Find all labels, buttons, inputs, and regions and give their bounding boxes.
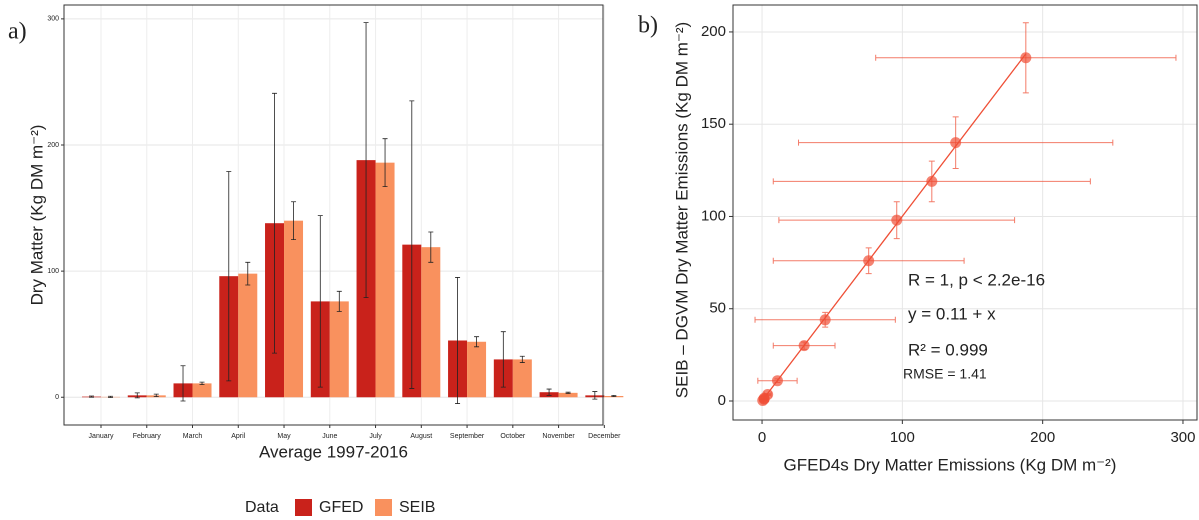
x-tick-label: February bbox=[133, 433, 162, 440]
y-axis-title: Dry Matter (Kg DM m⁻²) bbox=[27, 125, 46, 306]
error-bar bbox=[546, 388, 552, 396]
bar bbox=[329, 301, 349, 398]
bar bbox=[558, 392, 578, 398]
annotation: R² = 0.999 bbox=[908, 340, 988, 359]
bar bbox=[192, 383, 212, 398]
legend-swatch bbox=[375, 499, 392, 516]
legend-label: SEIB bbox=[399, 499, 435, 516]
x-tick-label: January bbox=[89, 433, 114, 440]
x-axis-title: Average 1997-2016 bbox=[259, 442, 408, 461]
error-bar bbox=[428, 231, 434, 263]
error-bar bbox=[565, 391, 571, 394]
error-bar bbox=[153, 393, 159, 398]
point bbox=[758, 393, 770, 405]
bar bbox=[421, 247, 441, 398]
error-bar bbox=[409, 100, 415, 389]
x-tick-label: March bbox=[183, 433, 203, 440]
x-tick-label: December bbox=[588, 433, 621, 440]
bar bbox=[512, 359, 532, 398]
y-tick-label: 0 bbox=[55, 394, 59, 401]
annotation: y = 0.11 + x bbox=[908, 304, 996, 323]
point bbox=[926, 175, 938, 187]
y-tick-label: 200 bbox=[701, 23, 726, 40]
error-bar bbox=[519, 355, 525, 363]
legend-label: GFED bbox=[319, 499, 363, 516]
error-bar bbox=[272, 92, 278, 354]
x-tick-label: 0 bbox=[758, 429, 766, 446]
error-bar bbox=[474, 336, 480, 348]
panel-label: a) bbox=[8, 19, 27, 45]
x-tick-label: August bbox=[410, 433, 432, 440]
error-bar bbox=[291, 201, 297, 240]
x-tick-label: September bbox=[450, 433, 485, 440]
annotation: R = 1, p < 2.2e-16 bbox=[908, 270, 1045, 289]
error-bar bbox=[611, 394, 617, 398]
bar bbox=[467, 341, 487, 398]
x-tick-label: June bbox=[322, 433, 337, 440]
x-tick-label: May bbox=[277, 433, 291, 440]
x-tick-label: 300 bbox=[1170, 429, 1195, 446]
point bbox=[891, 214, 903, 226]
error-bar bbox=[500, 331, 506, 388]
error-bar bbox=[317, 215, 323, 388]
error-bar bbox=[382, 138, 388, 188]
point bbox=[1020, 52, 1032, 64]
panel-label: b) bbox=[638, 13, 658, 39]
plot-border bbox=[732, 4, 1198, 421]
y-tick-label: 100 bbox=[47, 268, 59, 275]
error-bar bbox=[108, 395, 113, 398]
point bbox=[819, 314, 831, 326]
y-tick-label: 100 bbox=[701, 207, 726, 224]
error-bar bbox=[336, 290, 342, 312]
y-tick-label: 300 bbox=[47, 16, 59, 23]
plot-border bbox=[63, 4, 604, 426]
y-tick-label: 0 bbox=[718, 392, 726, 409]
x-tick-label: 200 bbox=[1030, 429, 1055, 446]
x-tick-label: April bbox=[231, 433, 245, 440]
point bbox=[798, 340, 810, 352]
point bbox=[771, 375, 783, 387]
error-bar bbox=[180, 365, 186, 402]
error-bar bbox=[134, 392, 140, 399]
legend-swatch bbox=[295, 499, 312, 516]
error-bar bbox=[592, 391, 598, 400]
error-bar bbox=[245, 261, 251, 286]
x-tick-label: November bbox=[542, 433, 575, 440]
x-tick-label: 100 bbox=[890, 429, 915, 446]
annotation: RMSE = 1.41 bbox=[903, 366, 987, 382]
error-bar bbox=[363, 22, 369, 299]
x-tick-label: July bbox=[369, 433, 382, 440]
bar bbox=[375, 162, 395, 398]
point bbox=[950, 137, 962, 149]
y-tick-label: 50 bbox=[709, 300, 726, 317]
x-axis-title: GFED4s Dry Matter Emissions (Kg DM m⁻²) bbox=[784, 455, 1117, 474]
x-tick-label: October bbox=[500, 433, 526, 440]
error-bar bbox=[89, 395, 94, 398]
bar bbox=[238, 273, 258, 398]
y-tick-label: 200 bbox=[47, 142, 59, 149]
error-bar bbox=[226, 171, 232, 382]
y-tick-label: 150 bbox=[701, 115, 726, 132]
y-axis-title: SEIB – DGVM Dry Matter Emissions (Kg DM … bbox=[672, 22, 691, 398]
error-bar bbox=[199, 381, 205, 386]
bar bbox=[284, 220, 304, 398]
legend-title: Data bbox=[245, 499, 279, 516]
error-bar bbox=[455, 277, 461, 404]
point bbox=[863, 255, 875, 267]
